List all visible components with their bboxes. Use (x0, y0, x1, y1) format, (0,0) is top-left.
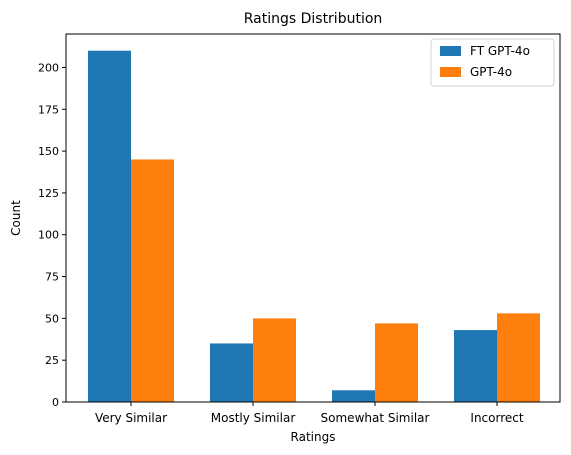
y-tick-label: 100 (38, 229, 59, 242)
bar-ft-gpt-4o-1 (210, 343, 253, 402)
x-axis: Very Similar Mostly Similar Somewhat Simil… (95, 402, 524, 425)
x-tick-label: Very Similar (95, 411, 167, 425)
bar-ft-gpt-4o-2 (332, 390, 375, 402)
x-axis-label: Ratings (291, 430, 336, 444)
bar-gpt-4o-0 (131, 159, 174, 402)
chart-title: Ratings Distribution (244, 11, 383, 27)
bar-ft-gpt-4o-3 (454, 330, 497, 402)
legend-swatch-ft-gpt-4o (440, 46, 461, 56)
y-tick-label: 25 (45, 354, 59, 367)
bar-gpt-4o-3 (497, 313, 540, 402)
plot-frame (65, 33, 561, 403)
y-tick-label: 125 (38, 187, 59, 200)
legend: FT GPT-4o GPT-4o (430, 38, 555, 87)
bar-gpt-4o-2 (375, 323, 418, 402)
legend-swatch-gpt-4o (440, 67, 461, 77)
x-tick-label: Mostly Similar (211, 411, 296, 425)
bars-group (88, 50, 540, 403)
legend-label-gpt-4o: GPT-4o (470, 65, 512, 79)
legend-box (430, 38, 555, 87)
y-axis: 0 25 50 75 100 125 150 175 200 (38, 61, 66, 409)
y-tick-label: 50 (45, 312, 59, 325)
y-tick-label: 200 (38, 61, 59, 74)
bar-gpt-4o-1 (253, 318, 296, 402)
y-tick-label: 0 (52, 396, 59, 409)
y-axis-label: Count (9, 200, 23, 236)
x-tick-label: Incorrect (470, 411, 523, 425)
x-tick-label: Somewhat Similar (321, 411, 430, 425)
bar-ft-gpt-4o-0 (88, 50, 131, 403)
y-tick-label: 175 (38, 103, 59, 116)
y-tick-label: 150 (38, 145, 59, 158)
y-tick-label: 75 (45, 271, 59, 284)
legend-label-ft-gpt-4o: FT GPT-4o (470, 44, 530, 58)
